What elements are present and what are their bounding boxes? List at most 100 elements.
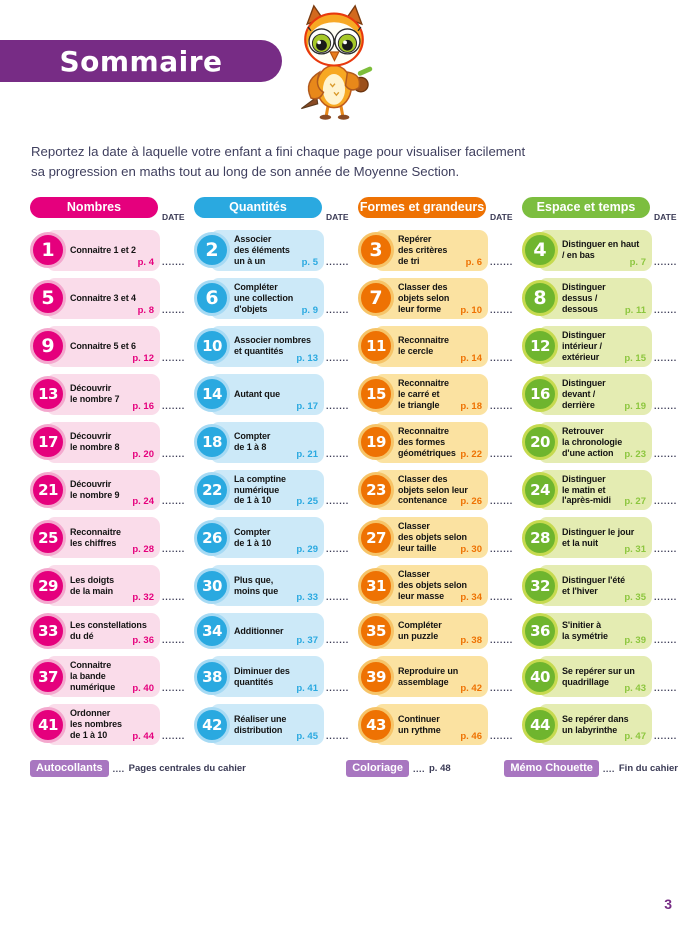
date-dotted-line: ....... [326,731,350,742]
legend-badge: Mémo Chouette [504,760,599,777]
lesson-title-line: Plus que, [234,574,274,585]
lesson-title-bubble: Distinguer intérieur / extérieur p. 15 [538,325,652,367]
date-dotted-line: ....... [326,544,350,555]
lesson-title-line: un à un [234,255,266,266]
toc-item-33: 33 Les constellations du dé p. 36....... [30,613,186,650]
lesson-title-line: de 1 à 10 [70,730,108,741]
lesson-number-badge: 39 [358,658,394,695]
lesson-number-badge: 17 [30,424,66,461]
date-dotted-line: ....... [654,496,678,507]
lesson-card: 36 S'initier à la symétrie p. 39 [522,613,652,650]
lesson-page-number: p. 27 [624,496,646,508]
lesson-page-number: p. 7 [629,256,646,268]
date-dotted-line: ....... [162,592,186,603]
date-column-label: DATE [162,212,185,222]
lesson-card: 15 Reconnaitre le carré et le triangle p. 18 [358,373,488,415]
lesson-page-number: p. 13 [296,352,318,364]
column-pill: Quantités [194,197,322,218]
lesson-card: 33 Les constellations du dé p. 36 [30,613,160,650]
lesson-card: 34 Additionner p. 37 [194,613,324,650]
lesson-number-badge: 10 [194,328,230,365]
toc-item-23: 23 Classer des objets selon leur contenance… [358,469,514,511]
lesson-page-number: p. 19 [624,400,646,412]
folio-page-number: 3 [664,896,672,912]
lesson-card: 31 Classer des objets selon leur masse p. 34 [358,565,488,607]
lesson-title-line: Classer [398,569,430,580]
toc-item-44: 44 Se repérer dans un labyrinthe p. 47.....… [522,704,678,746]
lesson-title-line: Continuer [398,713,440,724]
lesson-page-number: p. 40 [132,683,154,695]
lesson-title-line: leur taille [398,543,437,554]
lesson-number-badge: 15 [358,376,394,413]
toc-item-25: 25 Reconnaitre les chiffres p. 28....... [30,517,186,559]
lesson-number-badge: 21 [30,471,66,508]
lesson-number-badge: 23 [358,471,394,508]
lesson-title-line: Reconnaitre [398,425,449,436]
owl-foot [337,114,350,120]
lesson-title-bubble: Reconnaitre le cercle p. 14 [374,325,488,367]
toc-item-19: 19 Reconnaitre des formes géométriques p. 22… [358,421,514,463]
legend-badge: Autocollants [30,760,109,777]
lesson-card: 42 Réaliser une distribution p. 45 [194,704,324,746]
lesson-title-line: Les constellations [70,620,147,631]
lesson-title-line: Distinguer [562,329,606,340]
date-dotted-line: ....... [162,731,186,742]
lesson-page-number: p. 43 [624,683,646,695]
lesson-title-line: S'initier à [562,620,602,631]
legend-dots: .... [112,763,125,774]
date-dotted-line: ....... [326,635,350,646]
lesson-title-bubble: Distinguer le matin et l'après-midi p. 27 [538,469,652,511]
lesson-title-line: un rythme [398,724,441,735]
lesson-title-line: Autant que [234,388,280,399]
lesson-title-line: assemblage [398,676,449,687]
lesson-title-line: les chiffres [70,537,117,548]
lesson-page-number: p. 33 [296,592,318,604]
lesson-card: 39 Reproduire un assemblage p. 42 [358,656,488,698]
lesson-title-line: la symétrie [562,631,608,642]
lesson-card: 6 Compléter une collection d'objets p. 9 [194,277,324,319]
lesson-card: 1 Connaitre 1 et 2 p. 4 [30,230,160,271]
date-dotted-line: ....... [490,496,514,507]
lesson-title-line: un labyrinthe [562,724,618,735]
lesson-number-badge: 20 [522,424,558,461]
toc-item-22: 22 La comptine numérique de 1 à 10 p. 25....… [194,469,350,511]
lesson-title-line: Découvrir [70,479,112,490]
toc-item-5: 5 Connaitre 3 et 4 p. 8....... [30,277,186,319]
lesson-page-number: p. 18 [460,400,482,412]
toc-item-35: 35 Compléter un puzzle p. 38....... [358,613,514,650]
lesson-title-line: devant / [562,388,596,399]
owl-mascot-icon [301,4,373,120]
lesson-page-number: p. 25 [296,496,318,508]
lesson-title-line: Connaitre 1 et 2 [70,244,136,255]
lesson-title-line: Reconnaitre [398,377,449,388]
date-dotted-line: ....... [162,544,186,555]
lesson-card: 10 Associer nombres et quantités p. 13 [194,325,324,367]
lesson-card: 11 Reconnaitre le cercle p. 14 [358,325,488,367]
lesson-title-line: Connaitre [70,660,112,671]
date-dotted-line: ....... [162,304,186,315]
lesson-title-line: intérieur / [562,340,602,351]
lesson-page-number: p. 14 [460,352,482,364]
lesson-title-line: La comptine [234,473,286,484]
lesson-title-line: Distinguer en haut [562,239,640,250]
date-dotted-line: ....... [162,635,186,646]
toc-item-37: 37 Connaitre la bande numérique p. 40....... [30,656,186,698]
date-dotted-line: ....... [654,352,678,363]
lesson-card: 37 Connaitre la bande numérique p. 40 [30,656,160,698]
lesson-number-badge: 16 [522,376,558,413]
lesson-card: 38 Diminuer des quantités p. 41 [194,656,324,698]
lesson-title-bubble: Distinguer en haut / en bas p. 7 [538,230,652,271]
column-header-espace-et-temps: Espace et temps DATE [522,197,678,223]
lesson-number-badge: 38 [194,658,230,695]
lesson-card: 4 Distinguer en haut / en bas p. 7 [522,230,652,271]
date-dotted-line: ....... [326,256,350,267]
lesson-page-number: p. 47 [624,731,646,743]
lesson-title-bubble: Classer des objets selon leur masse p. 34 [374,565,488,607]
lesson-title-line: la chronologie [562,436,623,447]
lesson-title-line: de 1 à 10 [234,495,272,506]
date-dotted-line: ....... [326,592,350,603]
lesson-title-line: Distinguer le jour [562,526,635,537]
lesson-title-line: et quantités [234,346,284,357]
lesson-page-number: p. 8 [137,304,154,316]
lesson-card: 12 Distinguer intérieur / extérieur p. 15 [522,325,652,367]
